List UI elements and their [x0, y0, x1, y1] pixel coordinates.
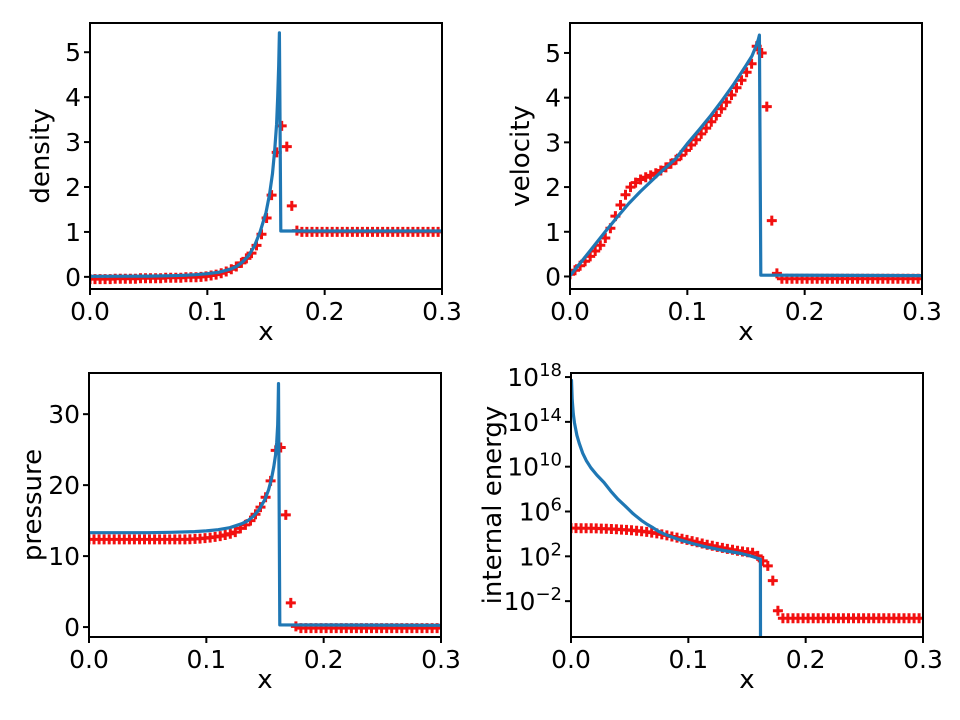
density-xtick-label: 0.0	[70, 297, 110, 326]
panel-internal-energy: 0.0 0.1 0.2 0.3 10−2 102 106 1010 1014 1018 x inter…	[478, 360, 943, 695]
panel-velocity: 0.0 0.1 0.2 0.3 0 1 2 3 4 5 x velocity	[506, 22, 942, 347]
velocity-ytick-label: 4	[545, 84, 561, 113]
internal-energy-ytick-label: 102	[519, 539, 562, 571]
internal-energy-ytick-label: 10−2	[504, 584, 562, 616]
velocity-ytick-label: 1	[545, 218, 561, 247]
pressure-ytick-label: 30	[48, 400, 80, 429]
velocity-xtick-label: 0.1	[667, 297, 707, 326]
pressure-axes-spines	[88, 372, 442, 638]
internal-energy-xtick-label: 0.2	[786, 645, 826, 674]
pressure-xtick-label: 0.2	[304, 645, 344, 674]
internal-energy-xtick-label: 0.3	[903, 645, 943, 674]
pressure-xtick-label: 0.1	[186, 645, 226, 674]
pressure-ytick-label: 0	[64, 613, 80, 642]
panel-pressure: 0.0 0.1 0.2 0.3 0 10 20 30 x pressure	[18, 372, 461, 695]
internal-energy-xtick-label: 0.1	[668, 645, 708, 674]
pressure-ytick-label: 20	[48, 471, 80, 500]
internal-energy-analytic-line	[571, 378, 763, 637]
internal-energy-numerical-markers	[571, 523, 923, 624]
density-analytic-line	[90, 31, 442, 278]
pressure-ytick-label: 10	[48, 542, 80, 571]
internal-energy-ytick-label: 1014	[507, 405, 562, 437]
internal-energy-xlabel: x	[739, 665, 754, 695]
velocity-analytic-line	[570, 33, 922, 278]
pressure-xtick-label: 0.0	[69, 645, 109, 674]
internal-energy-ytick-label: 106	[519, 495, 562, 527]
density-ytick-label: 5	[65, 38, 81, 67]
internal-energy-xtick-label: 0.0	[551, 645, 591, 674]
pressure-numerical-markers	[89, 442, 441, 634]
velocity-ytick-label: 3	[545, 128, 561, 157]
density-ytick-label: 1	[65, 218, 81, 247]
internal-energy-ylabel: internal energy	[478, 406, 508, 605]
density-xtick-label: 0.2	[305, 297, 345, 326]
velocity-xlabel: x	[738, 317, 753, 347]
velocity-xtick-label: 0.2	[785, 297, 825, 326]
density-numerical-markers	[90, 120, 442, 285]
density-xlabel: x	[258, 317, 273, 347]
velocity-numerical-markers	[570, 41, 922, 284]
velocity-ylabel: velocity	[506, 105, 536, 207]
density-ytick-label: 4	[65, 83, 81, 112]
velocity-ytick-label: 0	[545, 262, 561, 291]
pressure-ylabel: pressure	[18, 449, 48, 561]
density-ytick-label: 2	[65, 173, 81, 202]
velocity-ytick-label: 5	[545, 39, 561, 68]
density-ytick-label: 3	[65, 128, 81, 157]
panel-density: 0.0 0.1 0.2 0.3 0 1 2 3 4 5 x density	[26, 22, 462, 347]
pressure-analytic-line	[89, 382, 441, 627]
internal-energy-axes-spines	[570, 372, 924, 638]
velocity-xtick-label: 0.0	[550, 297, 590, 326]
velocity-xtick-label: 0.3	[902, 297, 942, 326]
density-axes-spines	[89, 22, 443, 290]
pressure-xlabel: x	[257, 665, 272, 695]
density-ylabel: density	[26, 108, 56, 203]
velocity-axes-spines	[569, 22, 923, 290]
density-xtick-label: 0.1	[187, 297, 227, 326]
internal-energy-ytick-label: 1010	[507, 450, 562, 482]
density-xtick-label: 0.3	[422, 297, 462, 326]
internal-energy-ytick-label: 1018	[507, 360, 562, 392]
density-ytick-label: 0	[65, 263, 81, 292]
pressure-xtick-label: 0.3	[421, 645, 461, 674]
velocity-ytick-label: 2	[545, 173, 561, 202]
